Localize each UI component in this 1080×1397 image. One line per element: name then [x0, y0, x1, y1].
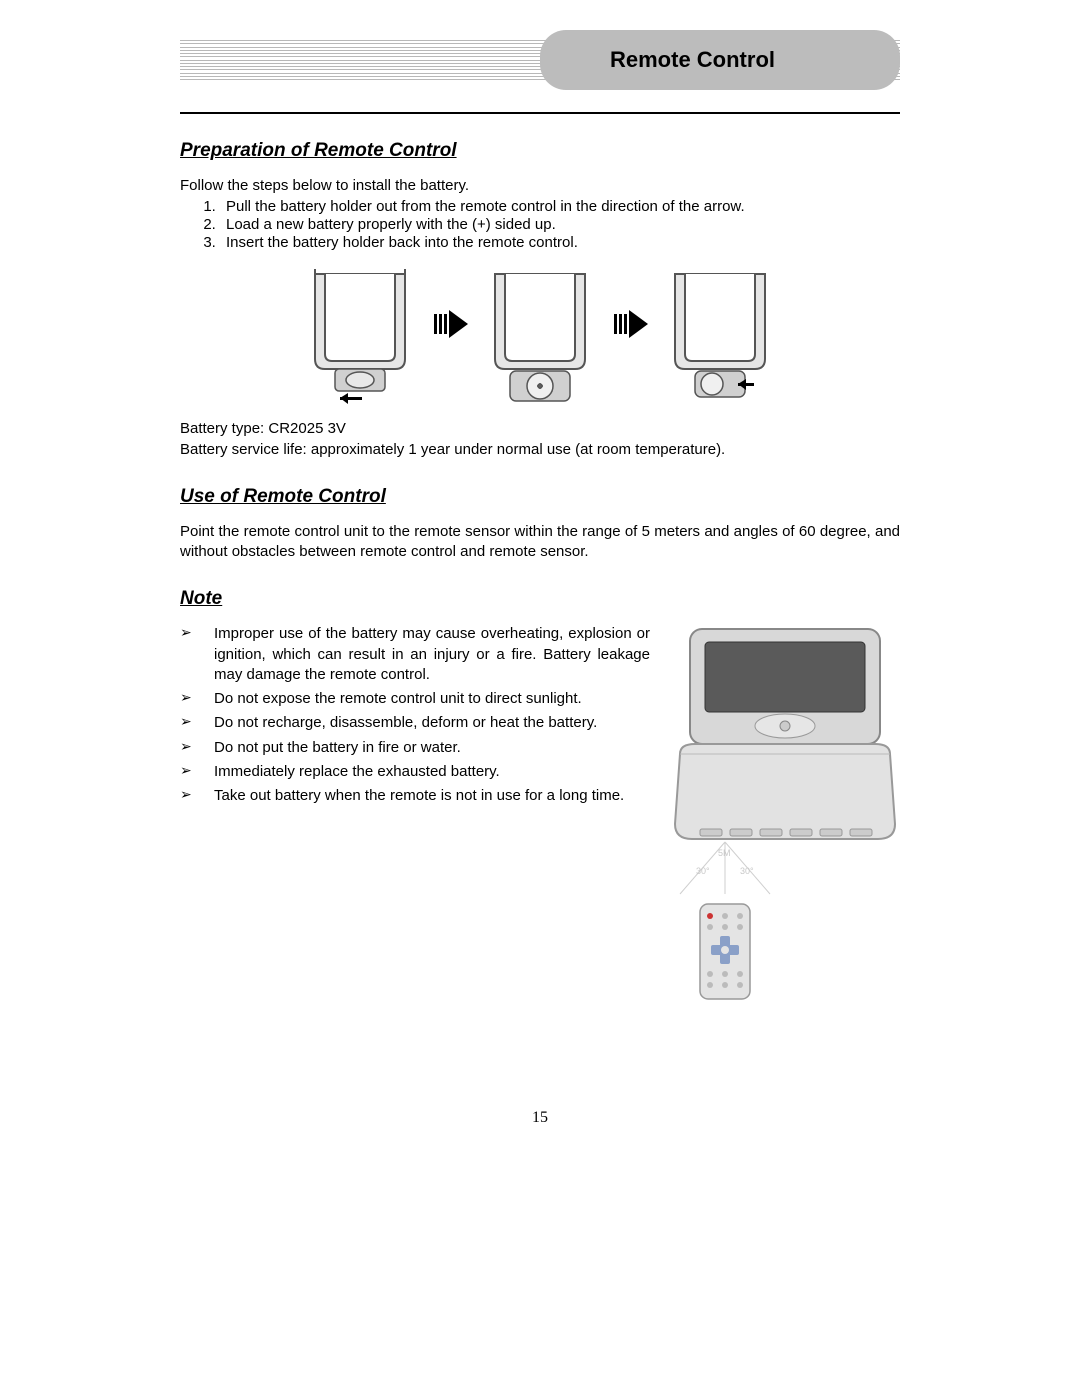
prep-step: Insert the battery holder back into the …: [220, 234, 900, 251]
note-item: ➢ Take out battery when the remote is no…: [180, 786, 650, 806]
header-underline: [180, 112, 900, 114]
device-range-diagram: 5M 30° 30°: [670, 624, 900, 1009]
note-text: Immediately replace the exhausted batter…: [214, 762, 650, 782]
diagram-panel-3: [660, 269, 780, 409]
arrow-icon: [610, 304, 650, 344]
battery-type: Battery type: CR2025 3V: [180, 419, 900, 439]
note-item: ➢ Improper use of the battery may cause …: [180, 624, 650, 685]
header: Remote Control: [180, 30, 900, 90]
prep-intro: Follow the steps below to install the ba…: [180, 176, 900, 196]
bullet-icon: ➢: [180, 786, 214, 806]
prep-step: Load a new battery properly with the (+)…: [220, 216, 900, 233]
note-item: ➢ Do not recharge, disassemble, deform o…: [180, 713, 650, 733]
note-list: ➢ Improper use of the battery may cause …: [180, 624, 650, 810]
battery-life: Battery service life: approximately 1 ye…: [180, 440, 900, 460]
bullet-icon: ➢: [180, 713, 214, 733]
section-heading-use: Use of Remote Control: [180, 486, 900, 508]
use-text: Point the remote control unit to the rem…: [180, 522, 900, 563]
note-item: ➢ Do not expose the remote control unit …: [180, 689, 650, 709]
prep-step: Pull the battery holder out from the rem…: [220, 198, 900, 215]
arrow-icon: [430, 304, 470, 344]
page-title-tab: Remote Control: [540, 30, 900, 90]
note-text: Improper use of the battery may cause ov…: [214, 624, 650, 685]
note-text: Do not put the battery in fire or water.: [214, 738, 650, 758]
bullet-icon: ➢: [180, 738, 214, 758]
section-heading-note: Note: [180, 588, 900, 610]
page-title: Remote Control: [610, 47, 775, 73]
page-number: 15: [180, 1109, 900, 1127]
prep-steps-list: Pull the battery holder out from the rem…: [180, 198, 900, 251]
bullet-icon: ➢: [180, 689, 214, 709]
svg-text:5M: 5M: [718, 848, 731, 858]
svg-text:30°: 30°: [740, 866, 754, 876]
note-text: Do not recharge, disassemble, deform or …: [214, 713, 650, 733]
svg-text:30°: 30°: [696, 866, 710, 876]
diagram-panel-1: [300, 269, 420, 409]
note-text: Take out battery when the remote is not …: [214, 786, 650, 806]
bullet-icon: ➢: [180, 624, 214, 685]
note-text: Do not expose the remote control unit to…: [214, 689, 650, 709]
bullet-icon: ➢: [180, 762, 214, 782]
battery-install-diagram: [180, 269, 900, 409]
diagram-panel-2: [480, 269, 600, 409]
note-item: ➢ Do not put the battery in fire or wate…: [180, 738, 650, 758]
note-item: ➢ Immediately replace the exhausted batt…: [180, 762, 650, 782]
section-heading-preparation: Preparation of Remote Control: [180, 140, 900, 162]
